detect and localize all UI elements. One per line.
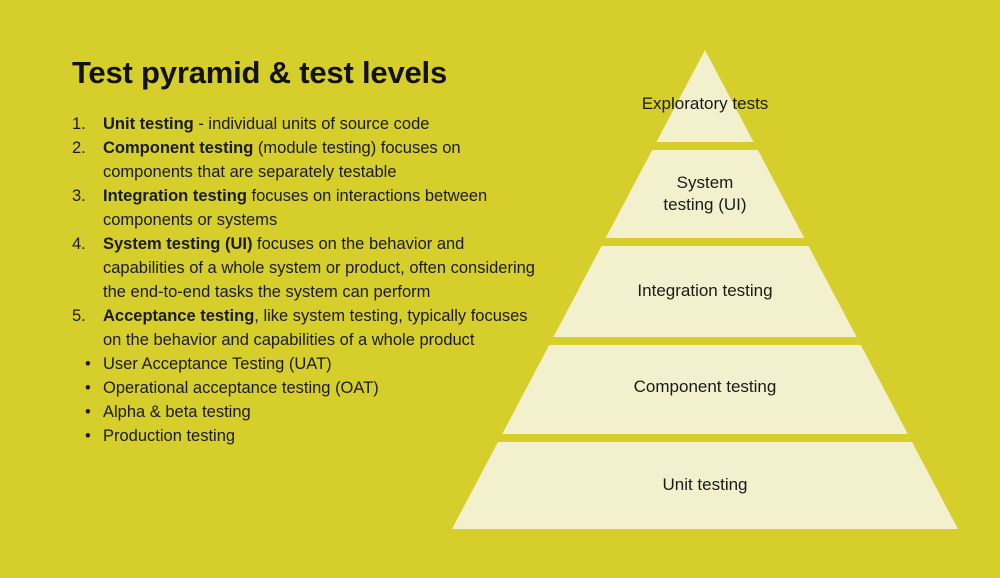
list-item: 3. Integration testing focuses on interac… (72, 184, 542, 232)
list-item-description: focuses on interactions between componen… (103, 187, 488, 230)
list-item-description: (module testing) focuses on components t… (103, 139, 461, 182)
list-item: • User Acceptance Testing (UAT) (72, 352, 542, 376)
pyramid-tier-2 (605, 150, 805, 238)
bullet-list: • User Acceptance Testing (UAT) • Operation… (72, 352, 542, 448)
list-item: 2. Component testing (module testing) foc… (72, 136, 542, 184)
bullet-marker-icon: • (85, 379, 91, 398)
list-item: • Alpha & beta testing (72, 400, 542, 424)
list-item-marker: 5. (72, 307, 86, 326)
bullet-marker-icon: • (85, 355, 91, 374)
list-item: 5. Acceptance testing, like system testin… (72, 304, 542, 352)
pyramid-tier-5 (452, 442, 958, 529)
pyramid-shape (452, 50, 958, 529)
text-column: Test pyramid & test levels 1. Unit testin… (72, 55, 542, 448)
list-item-term: Unit testing (103, 115, 194, 134)
list-item: • Operational acceptance testing (OAT) (72, 376, 542, 400)
test-pyramid-diagram: Exploratory tests System testing (UI) Inte… (430, 30, 990, 550)
list-item: • Production testing (72, 424, 542, 448)
list-item-marker: 3. (72, 187, 86, 206)
page-title: Test pyramid & test levels (72, 55, 447, 90)
list-item-term: Acceptance testing (103, 307, 255, 326)
list-item-description: - individual units of source code (193, 115, 430, 134)
pyramid-tier-1 (656, 50, 754, 142)
list-item-description: focuses on the behavior and capabilities… (103, 235, 535, 302)
pyramid-tier-4 (502, 345, 908, 434)
numbered-list: 1. Unit testing - individual units of sou… (72, 112, 542, 352)
list-item-marker: 4. (72, 235, 86, 254)
list-item-marker: 2. (72, 139, 86, 158)
bullet-marker-icon: • (85, 427, 91, 446)
list-item-marker: 1. (72, 115, 86, 134)
pyramid-tier-3 (553, 246, 857, 337)
list-item-label: Alpha & beta testing (103, 403, 251, 422)
list-item: 1. Unit testing - individual units of sou… (72, 112, 542, 136)
list-item-label: User Acceptance Testing (UAT) (103, 355, 332, 374)
list-item-term: Component testing (103, 139, 254, 158)
list-item-label: Operational acceptance testing (OAT) (103, 379, 379, 398)
list-item-description: , like system testing, typically focuses… (103, 307, 528, 350)
bullet-marker-icon: • (85, 403, 91, 422)
list-item-term: System testing (UI) (103, 235, 253, 254)
list-item-term: Integration testing (103, 187, 247, 206)
list-item: 4. System testing (UI) focuses on the beh… (72, 232, 542, 304)
list-item-label: Production testing (103, 427, 236, 446)
